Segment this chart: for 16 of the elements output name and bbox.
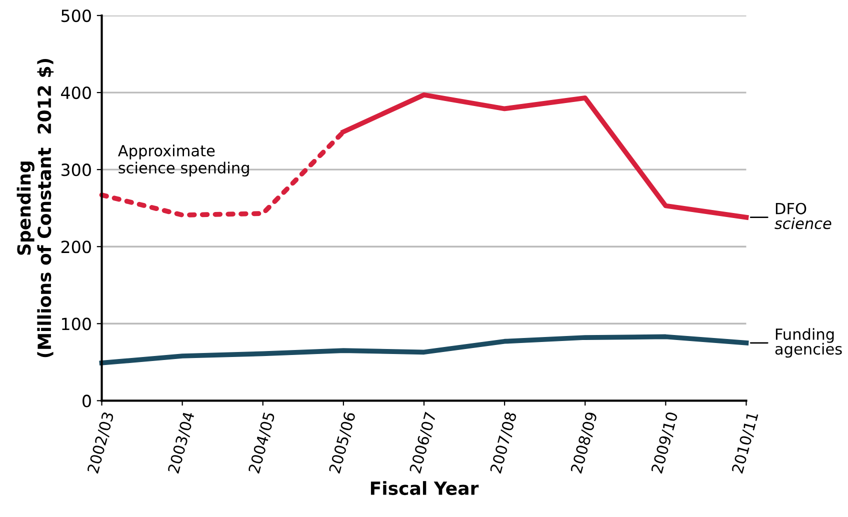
y-tick-label: 100 xyxy=(62,318,91,330)
x-tick-label: 2009/10 xyxy=(650,411,680,474)
y-tick-label: 500 xyxy=(62,9,91,22)
x-tick-label: 2002/03 xyxy=(86,412,116,474)
y-tick-label: 0 xyxy=(82,394,91,408)
x-tick-label: 2008/09 xyxy=(570,412,598,474)
x-tick-label: 2006/07 xyxy=(409,412,438,474)
y-tick-label: 400 xyxy=(61,86,91,100)
line-series xyxy=(99,334,749,366)
series-label: DFO science xyxy=(774,202,832,230)
y-tick-label: 200 xyxy=(61,240,91,254)
x-axis-title: Fiscal Year xyxy=(370,481,479,496)
y-axis-title: Spending (Millions of Constant 2012 $) xyxy=(16,58,54,358)
y-tick-label: 300 xyxy=(61,164,91,176)
series-label: Funding agencies xyxy=(775,328,842,358)
annotation: Approximate science spending xyxy=(118,144,249,177)
